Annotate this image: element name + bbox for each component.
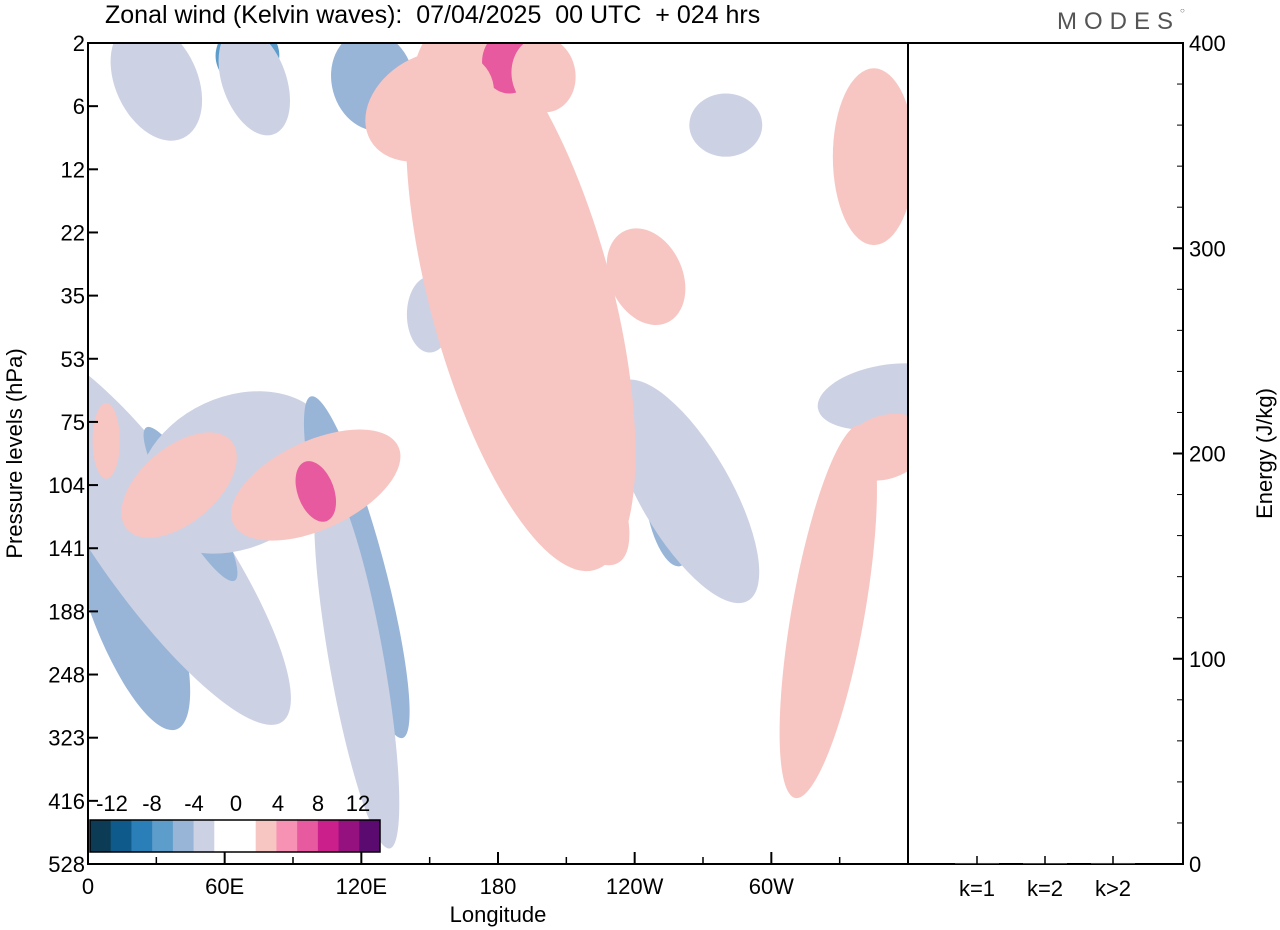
colorbar-swatch xyxy=(359,820,381,852)
wind-region-23 xyxy=(606,228,686,325)
colorbar-swatch xyxy=(235,820,257,852)
colorbar-swatch xyxy=(110,820,132,852)
colorbar-swatch xyxy=(193,820,215,852)
wind-region-6 xyxy=(314,475,400,849)
colorbar-label: 0 xyxy=(230,791,242,816)
y-tick-label: 141 xyxy=(48,536,85,561)
colorbar-label: -12 xyxy=(96,791,128,816)
colorbar-swatch xyxy=(317,820,340,852)
energy-category-label: k>2 xyxy=(1095,876,1131,901)
x-tick-label: 60E xyxy=(205,874,244,899)
x-tick-label: 120W xyxy=(606,874,664,899)
axes: 2 6 12 22 35 53 75 104 141 188 248 323 416 528 Pressur… xyxy=(2,31,909,927)
colorbar-label: 4 xyxy=(272,791,284,816)
colorbar-swatch xyxy=(276,820,298,852)
wind-region-27 xyxy=(121,432,237,538)
energy-axis-label: Energy (J/kg) xyxy=(1252,388,1277,519)
wind-region-13 xyxy=(110,43,203,141)
x-tick-label: 120E xyxy=(336,874,387,899)
energy-frame xyxy=(907,42,1184,865)
y-tick-label: 12 xyxy=(61,157,85,182)
energy-panel: 0 100 200 300 400 Energy (J/kg) k=1 k=2 k>2 xyxy=(907,31,1277,901)
energy-category-label: k=2 xyxy=(1027,876,1063,901)
colorbar-label: -8 xyxy=(142,791,162,816)
energy-tick-label: 0 xyxy=(1189,852,1201,877)
colorbar-label: 12 xyxy=(346,791,370,816)
colorbar-swatch xyxy=(152,820,174,852)
energy-tick-label: 200 xyxy=(1189,442,1226,467)
energy-category-label: k=1 xyxy=(959,876,995,901)
y-tick-label: 53 xyxy=(61,347,85,372)
colorbar-frame xyxy=(89,819,381,853)
colorbar: -12 -8 -4 0 4 8 12 xyxy=(89,791,381,853)
wind-region-9 xyxy=(817,363,908,430)
y-axis-label: Pressure levels (hPa) xyxy=(2,348,27,558)
colorbar-swatch xyxy=(90,820,112,852)
y-tick-label: 416 xyxy=(48,789,85,814)
wind-region-21 xyxy=(832,68,908,246)
x-axis-label: Longitude xyxy=(450,902,547,927)
y-tick-label: 35 xyxy=(61,284,85,309)
wind-region-19 xyxy=(295,461,337,522)
wind-region-20 xyxy=(779,424,877,799)
y-tick-label: 323 xyxy=(48,726,85,751)
colorbar-swatch xyxy=(172,820,195,852)
colorbar-swatch xyxy=(131,820,153,852)
wind-region-15 xyxy=(689,93,763,157)
wind-field xyxy=(88,43,908,849)
wind-region-14 xyxy=(218,43,290,136)
wind-region-28 xyxy=(92,402,120,479)
y-tick-label: 75 xyxy=(61,410,85,435)
x-tick-label: 60W xyxy=(749,874,794,899)
y-tick-label: 528 xyxy=(48,852,85,877)
colorbar-swatch xyxy=(297,820,319,852)
energy-tick-label: 100 xyxy=(1189,647,1226,672)
y-tick-label: 2 xyxy=(73,31,85,56)
colorbar-swatch xyxy=(255,820,277,852)
energy-tick-label: 300 xyxy=(1189,236,1226,261)
y-tick-label: 6 xyxy=(73,94,85,119)
x-tick-label: 180 xyxy=(480,874,517,899)
x-tick-label: 0 xyxy=(82,874,94,899)
chart-title: Zonal wind (Kelvin waves): 07/04/2025 00… xyxy=(105,1,761,29)
wind-region-26 xyxy=(511,43,576,113)
y-tick-label: 188 xyxy=(48,599,85,624)
wind-region-17 xyxy=(480,341,630,566)
y-tick-label: 248 xyxy=(48,663,85,688)
wind-region-25 xyxy=(365,50,495,162)
modes-logo: MODES○ xyxy=(1057,6,1185,35)
y-tick-label: 22 xyxy=(61,220,85,245)
colorbar-label: 8 xyxy=(312,791,324,816)
colorbar-swatch xyxy=(214,820,236,852)
energy-tick-label: 400 xyxy=(1189,31,1226,56)
colorbar-label: -4 xyxy=(184,791,204,816)
wind-region-8 xyxy=(610,379,760,604)
y-tick-label: 104 xyxy=(48,473,85,498)
colorbar-swatch xyxy=(338,820,360,852)
